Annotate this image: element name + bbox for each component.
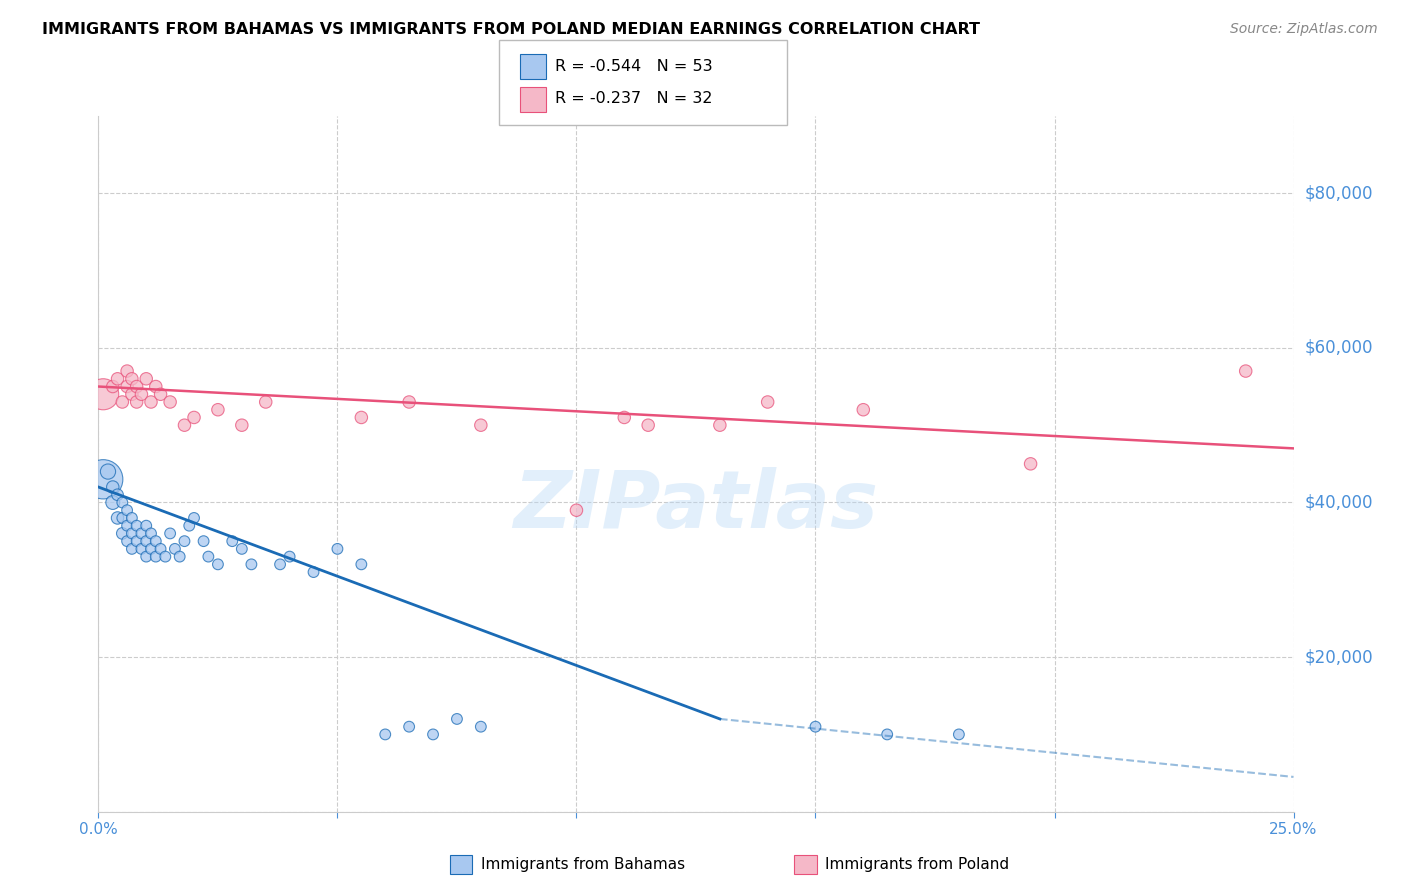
Point	[121, 511, 143, 525]
Point	[107, 511, 129, 525]
Point	[115, 364, 138, 378]
Point	[125, 518, 148, 533]
Point	[145, 534, 167, 549]
Point	[135, 518, 157, 533]
Point	[302, 565, 325, 579]
Point	[115, 518, 138, 533]
Point	[135, 549, 157, 564]
Text: $40,000: $40,000	[1305, 493, 1374, 511]
Point	[91, 472, 114, 486]
Point	[125, 379, 148, 393]
Text: IMMIGRANTS FROM BAHAMAS VS IMMIGRANTS FROM POLAND MEDIAN EARNINGS CORRELATION CH: IMMIGRANTS FROM BAHAMAS VS IMMIGRANTS FR…	[42, 22, 980, 37]
Point	[107, 372, 129, 386]
Point	[125, 395, 148, 409]
Point	[111, 511, 134, 525]
Point	[470, 418, 492, 433]
Point	[115, 534, 138, 549]
Point	[121, 541, 143, 556]
Point	[145, 379, 167, 393]
Point	[254, 395, 277, 409]
Point	[131, 526, 153, 541]
Point	[97, 465, 120, 479]
Point	[231, 418, 253, 433]
Point	[101, 480, 124, 494]
Point	[470, 720, 492, 734]
Point	[876, 727, 898, 741]
Point	[135, 372, 157, 386]
Point	[91, 387, 114, 401]
Point	[852, 402, 875, 417]
Point	[197, 549, 219, 564]
Point	[169, 549, 191, 564]
Point	[398, 395, 420, 409]
Point	[565, 503, 588, 517]
Point	[149, 387, 172, 401]
Text: R = -0.237   N = 32: R = -0.237 N = 32	[555, 91, 713, 105]
Point	[101, 379, 124, 393]
Point	[422, 727, 444, 741]
Point	[398, 720, 420, 734]
Text: Immigrants from Poland: Immigrants from Poland	[825, 857, 1010, 871]
Point	[125, 534, 148, 549]
Point	[240, 558, 263, 572]
Point	[159, 395, 181, 409]
Point	[155, 549, 177, 564]
Text: $20,000: $20,000	[1305, 648, 1374, 666]
Point	[159, 526, 181, 541]
Point	[121, 372, 143, 386]
Point	[193, 534, 215, 549]
Point	[1234, 364, 1257, 378]
Point	[446, 712, 468, 726]
Point	[139, 541, 162, 556]
Text: ZIPatlas: ZIPatlas	[513, 467, 879, 545]
Point	[804, 720, 827, 734]
Point	[111, 395, 134, 409]
Point	[111, 526, 134, 541]
Point	[121, 526, 143, 541]
Point	[111, 495, 134, 509]
Point	[756, 395, 779, 409]
Point	[179, 518, 201, 533]
Point	[139, 526, 162, 541]
Text: Immigrants from Bahamas: Immigrants from Bahamas	[481, 857, 685, 871]
Point	[350, 410, 373, 425]
Point	[131, 541, 153, 556]
Point	[163, 541, 186, 556]
Text: $80,000: $80,000	[1305, 185, 1374, 202]
Point	[107, 488, 129, 502]
Point	[173, 534, 195, 549]
Point	[221, 534, 243, 549]
Point	[183, 410, 205, 425]
Point	[948, 727, 970, 741]
Point	[207, 558, 229, 572]
Point	[139, 395, 162, 409]
Point	[121, 387, 143, 401]
Text: Source: ZipAtlas.com: Source: ZipAtlas.com	[1230, 22, 1378, 37]
Point	[135, 534, 157, 549]
Point	[145, 549, 167, 564]
Point	[183, 511, 205, 525]
Point	[709, 418, 731, 433]
Point	[115, 503, 138, 517]
Point	[231, 541, 253, 556]
Text: R = -0.544   N = 53: R = -0.544 N = 53	[555, 60, 713, 74]
Point	[374, 727, 396, 741]
Point	[101, 495, 124, 509]
Point	[613, 410, 636, 425]
Point	[1019, 457, 1042, 471]
Point	[278, 549, 301, 564]
Point	[326, 541, 349, 556]
Point	[149, 541, 172, 556]
Point	[131, 387, 153, 401]
Point	[637, 418, 659, 433]
Point	[173, 418, 195, 433]
Text: $60,000: $60,000	[1305, 339, 1374, 357]
Point	[269, 558, 291, 572]
Point	[207, 402, 229, 417]
Point	[350, 558, 373, 572]
Point	[115, 379, 138, 393]
